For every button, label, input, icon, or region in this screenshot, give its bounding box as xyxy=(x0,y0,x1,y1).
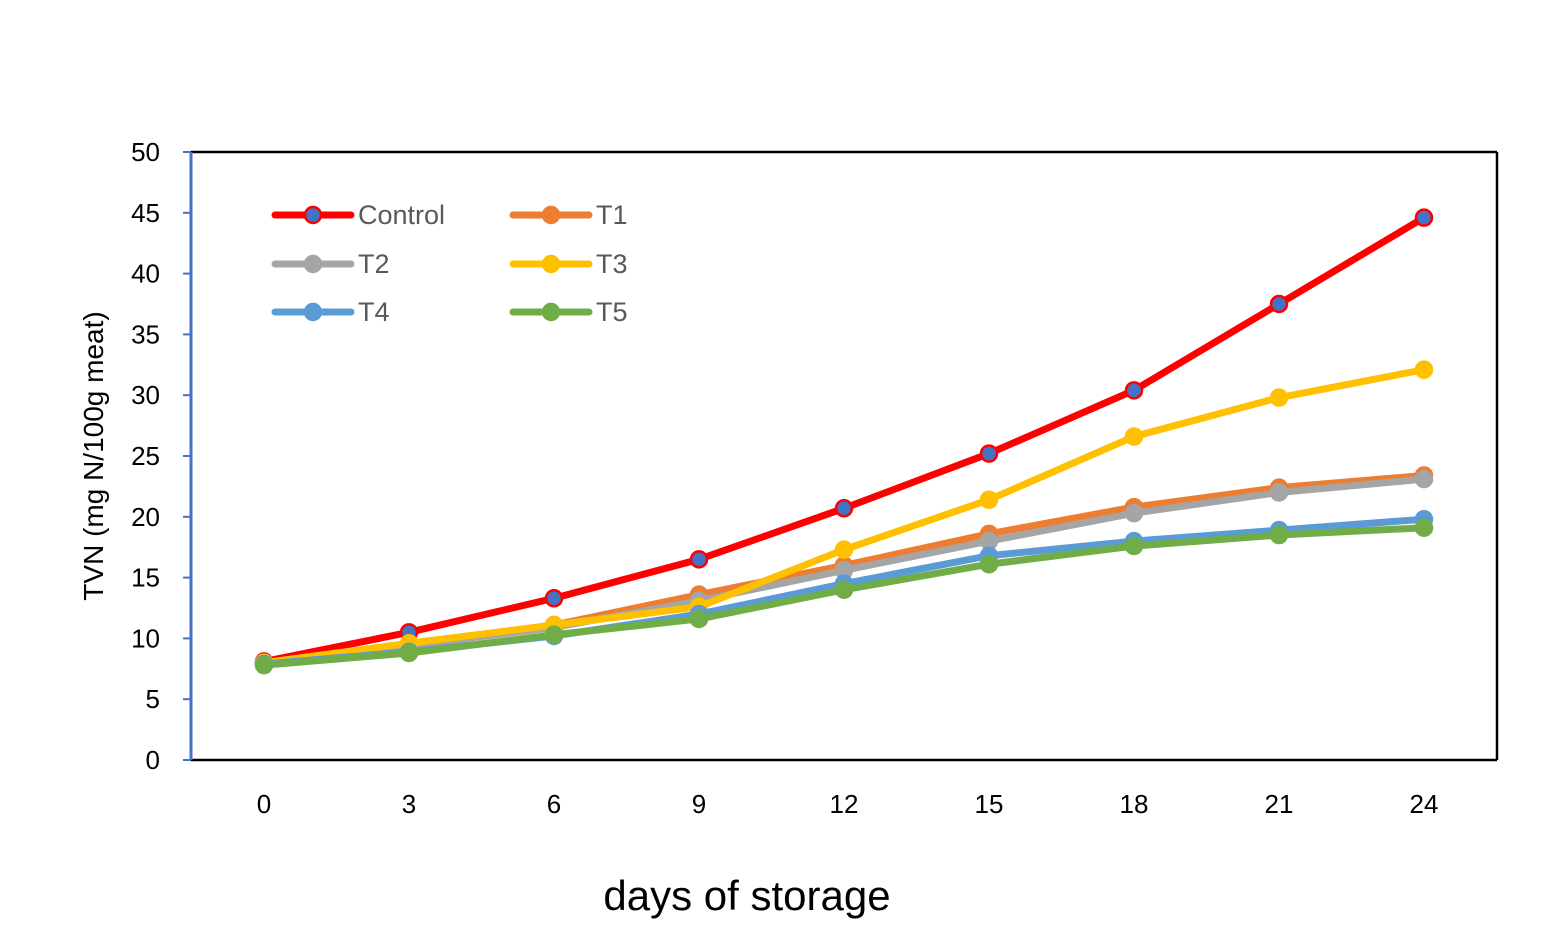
series-t5 xyxy=(254,518,1434,675)
legend-item-t2: T2 xyxy=(271,249,390,279)
legend-swatch-marker xyxy=(541,205,561,225)
y-tick-label: 0 xyxy=(146,745,160,775)
legend-swatch-marker xyxy=(303,302,323,322)
data-point xyxy=(1269,483,1289,502)
series-lines xyxy=(254,208,1434,675)
legend-item-control: Control xyxy=(271,200,445,230)
x-tick-label: 12 xyxy=(830,789,859,819)
legend-label: Control xyxy=(358,200,445,230)
y-tick-label: 35 xyxy=(131,319,160,349)
y-tick-label: 25 xyxy=(131,441,160,471)
legend-label: T1 xyxy=(596,200,628,230)
y-tick-label: 45 xyxy=(131,198,160,228)
x-axis-title: days of storage xyxy=(603,872,890,919)
legend-item-t4: T4 xyxy=(271,297,390,327)
y-tick-labels: 0 5 10 15 20 25 30 35 40 45 50 xyxy=(131,137,191,775)
legend-swatch-marker xyxy=(541,302,561,322)
data-point xyxy=(1124,536,1144,556)
data-point xyxy=(1269,294,1289,314)
data-point xyxy=(689,550,709,569)
data-point xyxy=(1124,503,1144,523)
legend-label: T2 xyxy=(358,249,390,279)
data-point xyxy=(1414,208,1434,227)
data-point xyxy=(544,589,564,608)
y-tick-label: 20 xyxy=(131,502,160,532)
data-point xyxy=(1124,381,1144,400)
legend: Control T1 T2 T3 T4 T5 xyxy=(271,200,628,327)
legend-item-t5: T5 xyxy=(509,297,628,327)
y-tick-label: 40 xyxy=(131,259,160,289)
legend-swatch-marker xyxy=(303,205,323,225)
data-point xyxy=(1414,518,1434,537)
legend-item-t1: T1 xyxy=(509,200,628,230)
y-tick-label: 15 xyxy=(131,563,160,593)
legend-swatch-marker xyxy=(303,254,323,274)
axes xyxy=(189,150,1499,762)
legend-swatch-marker xyxy=(541,254,561,274)
y-tick-label: 10 xyxy=(131,623,160,653)
legend-label: T3 xyxy=(596,249,628,279)
y-tick-label: 30 xyxy=(131,380,160,410)
x-tick-label: 6 xyxy=(547,789,561,819)
x-tick-label: 9 xyxy=(692,789,706,819)
legend-label: T4 xyxy=(358,297,390,327)
x-tick-label: 21 xyxy=(1265,789,1294,819)
series-control xyxy=(254,208,1434,671)
data-point xyxy=(1269,388,1289,407)
data-point xyxy=(1414,469,1434,489)
data-point xyxy=(399,643,419,663)
x-tick-label: 18 xyxy=(1120,789,1149,819)
data-point xyxy=(1269,525,1289,545)
data-point xyxy=(1414,360,1434,379)
data-point xyxy=(1124,427,1144,446)
data-point xyxy=(834,499,854,518)
x-tick-label: 0 xyxy=(257,789,271,819)
data-point xyxy=(979,444,999,463)
data-point xyxy=(834,580,854,600)
data-point xyxy=(834,540,854,559)
data-point xyxy=(979,554,999,574)
y-tick-label: 50 xyxy=(131,137,160,167)
y-tick-label: 5 xyxy=(146,684,160,714)
x-tick-labels: 0 3 6 9 12 15 18 21 24 xyxy=(257,789,1439,819)
x-tick-label: 3 xyxy=(402,789,416,819)
legend-item-t3: T3 xyxy=(509,249,628,279)
data-point xyxy=(254,655,274,675)
y-axis-title: TVN (mg N/100g meat) xyxy=(78,311,109,600)
data-point xyxy=(979,490,999,510)
data-point xyxy=(544,625,564,645)
x-tick-label: 24 xyxy=(1410,789,1439,819)
legend-label: T5 xyxy=(596,297,628,327)
data-point xyxy=(689,609,709,629)
x-tick-label: 15 xyxy=(975,789,1004,819)
